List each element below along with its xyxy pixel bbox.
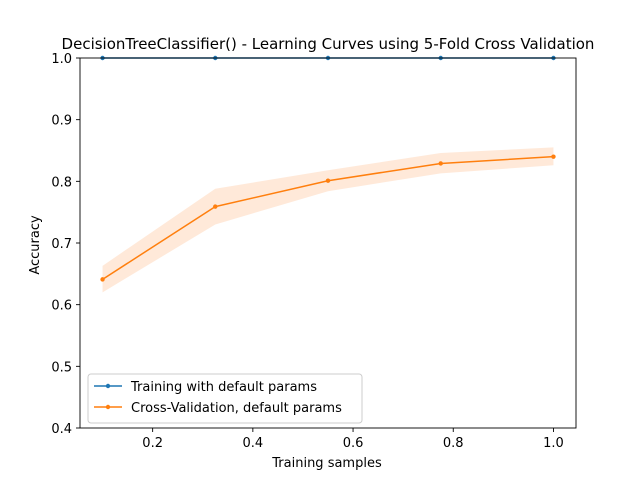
y-tick-label-0: 0.4 <box>51 422 72 437</box>
series-1-point-4 <box>551 154 556 159</box>
y-tick-label-6: 1.0 <box>51 52 72 67</box>
x-tick-label-1: 0.4 <box>243 436 264 451</box>
y-tick-label-2: 0.6 <box>51 299 72 314</box>
series-1-point-1 <box>213 204 218 209</box>
x-tick-label-3: 0.8 <box>443 436 464 451</box>
x-tick-label-0: 0.2 <box>142 436 163 451</box>
legend-label-0: Training with default params <box>130 380 317 395</box>
y-axis-label: Accuracy <box>28 215 43 275</box>
x-axis-label: Training samples <box>271 456 382 471</box>
chart-title: DecisionTreeClassifier() - Learning Curv… <box>62 35 595 53</box>
x-tick-label-4: 1.0 <box>543 436 564 451</box>
legend-swatch-marker-1 <box>105 404 111 410</box>
legend-box <box>87 373 363 424</box>
legend: Training with default params Cross-Valida… <box>87 373 363 424</box>
series-1-point-2 <box>325 178 331 183</box>
y-tick-label-3: 0.7 <box>51 237 72 252</box>
y-tick-label-5: 0.9 <box>51 114 72 129</box>
x-tick-label-2: 0.6 <box>343 436 364 451</box>
series-1-point-0 <box>100 277 105 282</box>
plot-area: 0.2 0.4 0.6 0.8 1.0 0.4 0.5 0.6 0.7 0.8 0.9 1.0 Trai… <box>51 52 577 451</box>
legend-label-1: Cross-Validation, default params <box>131 401 342 416</box>
series-1-confidence-band <box>102 147 554 293</box>
legend-swatch-marker-0 <box>105 383 111 389</box>
y-tick-label-1: 0.5 <box>51 360 72 375</box>
y-tick-label-4: 0.8 <box>51 175 72 190</box>
series-1-point-3 <box>438 161 443 166</box>
